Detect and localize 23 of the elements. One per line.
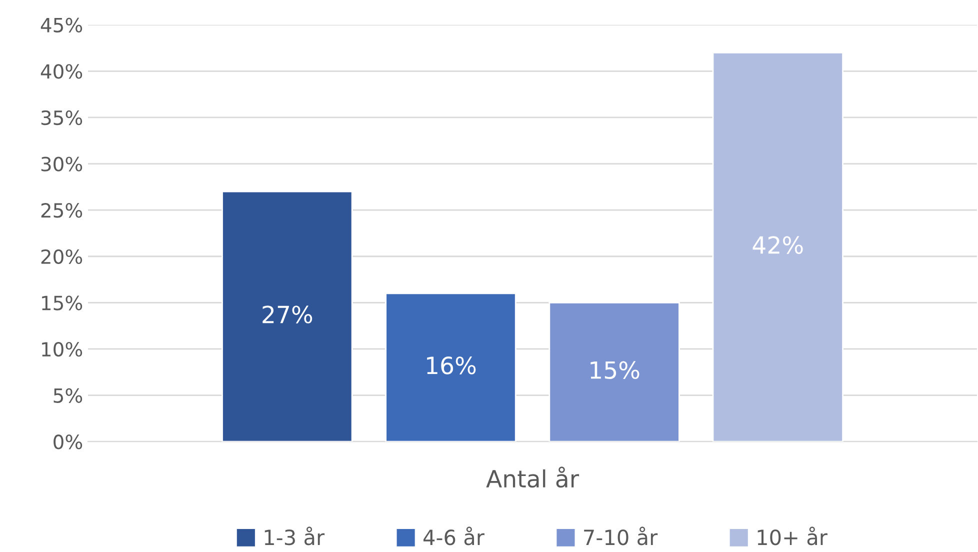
legend-label: 4-6 år — [424, 526, 484, 546]
data-label: 42% — [752, 236, 803, 254]
legend-label: 10+ år — [758, 526, 828, 546]
y-tick-label: 25% — [41, 203, 82, 218]
x-tick-label: Antal år — [486, 466, 580, 488]
legend-label: 1-3 år — [264, 526, 325, 546]
bar — [712, 52, 844, 442]
y-tick-label: 20% — [41, 249, 82, 264]
y-tick-label: 15% — [42, 296, 82, 310]
data-label: 16% — [427, 356, 476, 374]
y-tick-label: 40% — [40, 64, 82, 79]
legend-label: 7-10 år — [584, 526, 658, 546]
data-label: 15% — [590, 361, 640, 379]
y-tick-label: 5% — [54, 388, 82, 403]
y-tick-label: 10% — [42, 342, 82, 357]
y-tick-label: 0% — [54, 434, 82, 450]
y-tick-label: 35% — [41, 110, 82, 126]
bar — [222, 190, 353, 442]
bar — [385, 292, 516, 442]
y-tick-label: 30% — [41, 156, 82, 172]
y-tick-label: 45% — [40, 18, 82, 33]
data-label: 27% — [262, 306, 312, 324]
bar — [548, 302, 680, 442]
